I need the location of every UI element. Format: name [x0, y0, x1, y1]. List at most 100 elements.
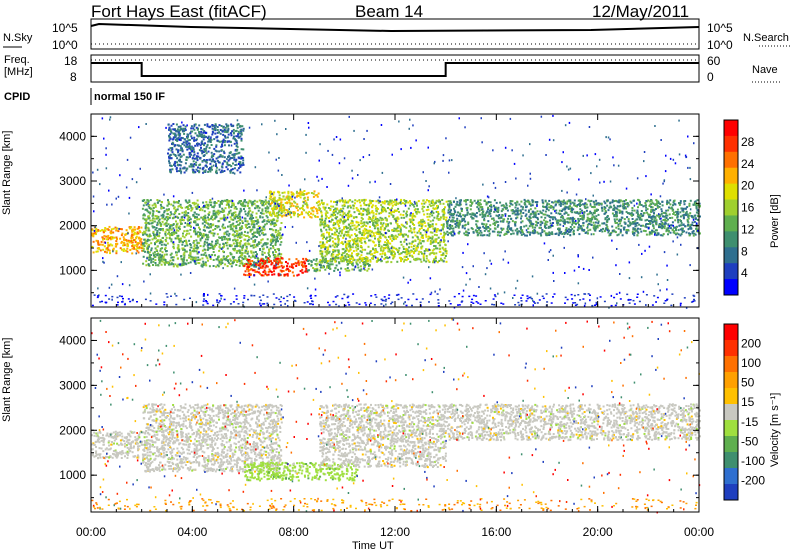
power-echo-3 [346, 263, 349, 266]
power-echo-6 [464, 233, 467, 236]
power-echo-1 [197, 256, 200, 259]
power-echo-4 [291, 202, 294, 205]
power-echo-5 [341, 252, 344, 255]
power-echo-3 [365, 263, 368, 266]
power-echo-1 [238, 212, 241, 215]
power-echo-6 [500, 227, 503, 230]
power-echo-1 [230, 206, 233, 208]
power-echo-6 [581, 216, 584, 219]
power-echo-1 [189, 204, 192, 207]
power-echo-6 [545, 208, 548, 210]
power-echo-5 [368, 204, 371, 207]
power-echo-1 [179, 219, 182, 222]
power-echo-1 [159, 256, 162, 259]
power-echo-1 [178, 225, 181, 228]
power-echo-6 [558, 203, 561, 206]
power-echo-1 [237, 256, 240, 259]
power-echo-5 [442, 213, 445, 216]
power-echo-6 [630, 201, 633, 204]
power-echo-2 [257, 264, 260, 267]
power-echo-4 [299, 196, 302, 199]
power-echo-1 [158, 211, 161, 214]
power-echo-1 [229, 259, 232, 262]
power-echo-6 [497, 215, 500, 218]
power-echo-1 [190, 225, 192, 228]
power-echo-1 [217, 213, 220, 216]
power-echo-0 [126, 247, 129, 250]
power-echo-5 [436, 228, 439, 230]
power-echo-6 [469, 199, 472, 202]
power-echo-1 [229, 225, 232, 228]
power-echo-6 [487, 208, 490, 211]
power-echo-5 [406, 250, 409, 253]
power-echo-5 [336, 230, 338, 233]
power-echo-1 [204, 251, 207, 254]
power-echo-0 [131, 233, 134, 236]
power-echo-1 [154, 215, 157, 217]
power-echo-5 [392, 214, 395, 217]
power-echo-6 [573, 202, 576, 205]
power-echo-5 [320, 246, 323, 249]
power-echo-6 [571, 209, 573, 211]
power-echo-1 [170, 203, 173, 206]
power-echo-1 [150, 222, 153, 225]
power-echo-4 [303, 209, 306, 212]
power-echo-0 [115, 229, 118, 232]
power-echo-1 [249, 230, 252, 233]
power-echo-1 [153, 203, 156, 206]
power-echo-1 [238, 223, 241, 226]
freq-label: Freq. [4, 54, 30, 66]
power-echo-1 [149, 199, 152, 202]
power-echo-5 [373, 225, 376, 227]
power-echo-5 [408, 225, 411, 228]
power-echo-1 [235, 264, 238, 266]
power-echo-5 [372, 257, 375, 260]
power-echo-6 [673, 230, 676, 233]
power-echo-6 [454, 220, 457, 223]
power-echo-6 [520, 221, 523, 224]
power-echo-0 [102, 238, 104, 241]
power-echo-5 [441, 210, 444, 213]
power-echo-5 [394, 229, 397, 232]
power-echo-2 [243, 264, 246, 267]
power-echo-1 [201, 249, 204, 252]
power-echo-6 [477, 202, 480, 204]
power-echo-5 [327, 217, 330, 219]
power-echo-6 [467, 223, 470, 226]
power-echo-4 [279, 214, 282, 217]
power-echo-0 [130, 240, 133, 243]
power-echo-6 [481, 234, 484, 237]
power-echo-1 [242, 244, 245, 247]
power-echo-1 [172, 204, 175, 207]
power-echo-5 [349, 227, 352, 230]
power-echo-1 [170, 256, 173, 259]
power-echo-1 [220, 261, 223, 264]
power-echo-5 [356, 200, 359, 203]
power-echo-5 [349, 225, 352, 228]
power-echo-1 [216, 239, 219, 242]
power-echo-6 [534, 207, 537, 210]
power-echo-5 [341, 255, 344, 258]
power-echo-6 [655, 219, 658, 222]
power-echo-1 [214, 225, 217, 228]
power-echo-0 [139, 239, 142, 242]
power-echo-5 [388, 248, 391, 251]
power-echo-2 [289, 270, 292, 272]
power-echo-5 [396, 226, 399, 229]
power-echo-1 [163, 210, 166, 213]
power-echo-4 [300, 213, 303, 216]
power-echo-6 [661, 225, 664, 228]
power-echo-1 [280, 208, 283, 211]
power-echo-5 [371, 204, 374, 207]
power-echo-1 [268, 255, 271, 258]
power-echo-1 [265, 211, 268, 214]
power-echo-5 [420, 222, 423, 225]
power-echo-0 [120, 241, 123, 244]
power-echo-6 [483, 223, 486, 226]
power-echo-2 [279, 269, 282, 272]
power-echo-6 [450, 214, 453, 217]
power-echo-6 [470, 215, 473, 218]
power-echo-6 [500, 204, 503, 207]
power-echo-3 [363, 268, 366, 271]
power-echo-6 [597, 222, 600, 225]
